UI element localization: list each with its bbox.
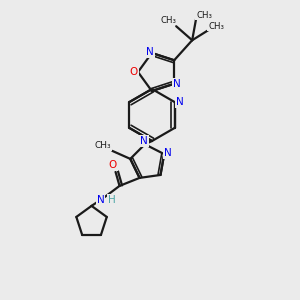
Text: CH₃: CH₃ (196, 11, 212, 20)
Text: N: N (164, 148, 172, 158)
Text: N: N (140, 136, 148, 146)
Text: CH₃: CH₃ (160, 16, 176, 25)
Text: N: N (97, 195, 104, 205)
Text: CH₃: CH₃ (95, 141, 112, 150)
Text: N: N (146, 47, 154, 57)
Text: N: N (176, 97, 183, 107)
Text: CH₃: CH₃ (208, 22, 224, 31)
Text: O: O (130, 67, 138, 77)
Text: N: N (173, 79, 181, 89)
Text: H: H (108, 195, 116, 205)
Text: O: O (108, 160, 117, 170)
